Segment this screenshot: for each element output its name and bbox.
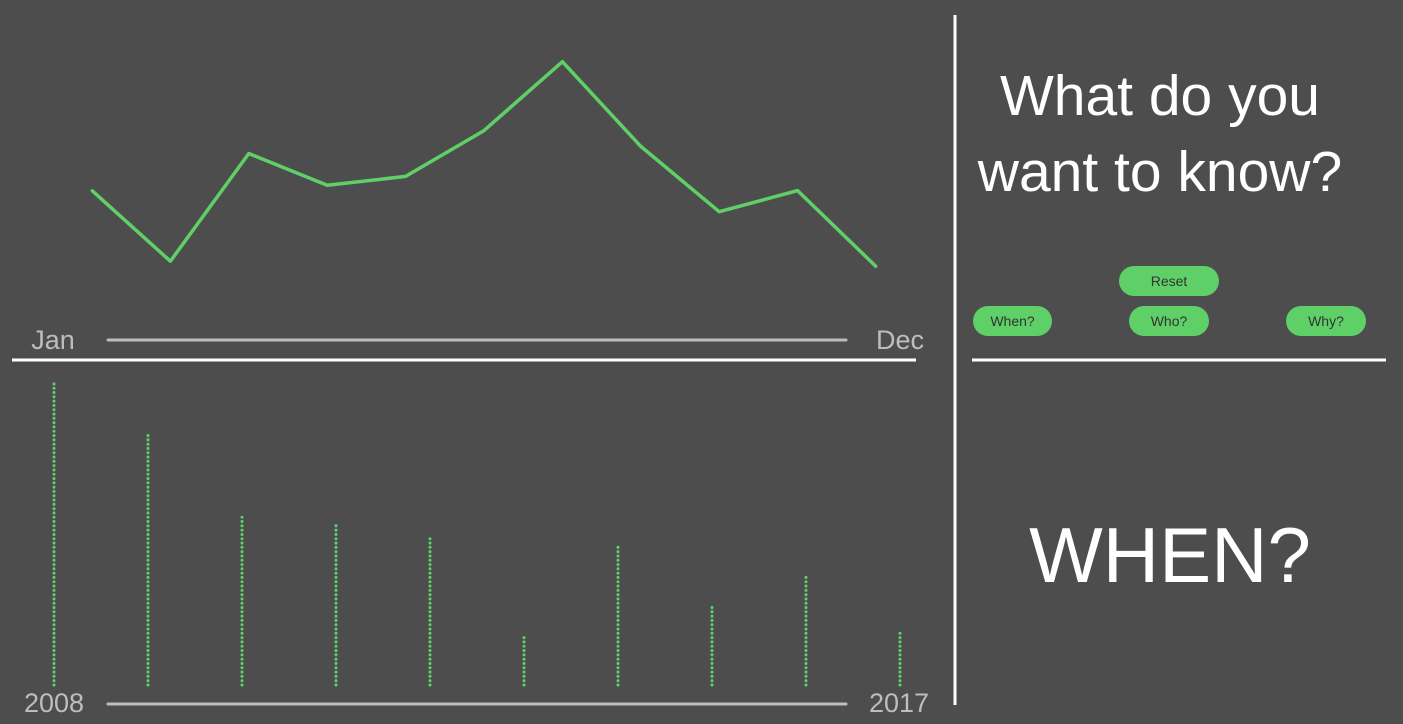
line-point — [560, 60, 564, 64]
line-series-path — [90, 59, 878, 268]
answer-text: WHEN? — [1029, 511, 1311, 599]
line-point — [404, 174, 408, 178]
bar-series — [52, 381, 902, 687]
line-chart: Jan Dec — [31, 59, 924, 355]
line-point — [247, 152, 251, 155]
reset-button[interactable]: Reset — [1119, 266, 1219, 296]
line-point — [796, 189, 800, 193]
line-point — [482, 129, 486, 133]
line-series — [90, 59, 878, 268]
who-button[interactable]: Who? — [1129, 306, 1209, 336]
when-button[interactable]: When? — [973, 306, 1052, 336]
bar-chart-start-label: 2008 — [24, 688, 84, 718]
bar-chart-end-label: 2017 — [869, 688, 929, 718]
line-chart-end-label: Dec — [876, 325, 924, 355]
line-point — [168, 259, 172, 263]
line-point — [90, 189, 94, 193]
line-point — [639, 144, 643, 148]
line-chart-start-label: Jan — [31, 325, 75, 355]
line-point — [325, 183, 329, 187]
why-button[interactable]: Why? — [1286, 306, 1366, 336]
bar-chart: 2008 2017 — [24, 381, 929, 718]
line-point — [717, 210, 721, 214]
line-point — [874, 264, 878, 268]
question-heading: What do you want to know? — [977, 64, 1343, 204]
